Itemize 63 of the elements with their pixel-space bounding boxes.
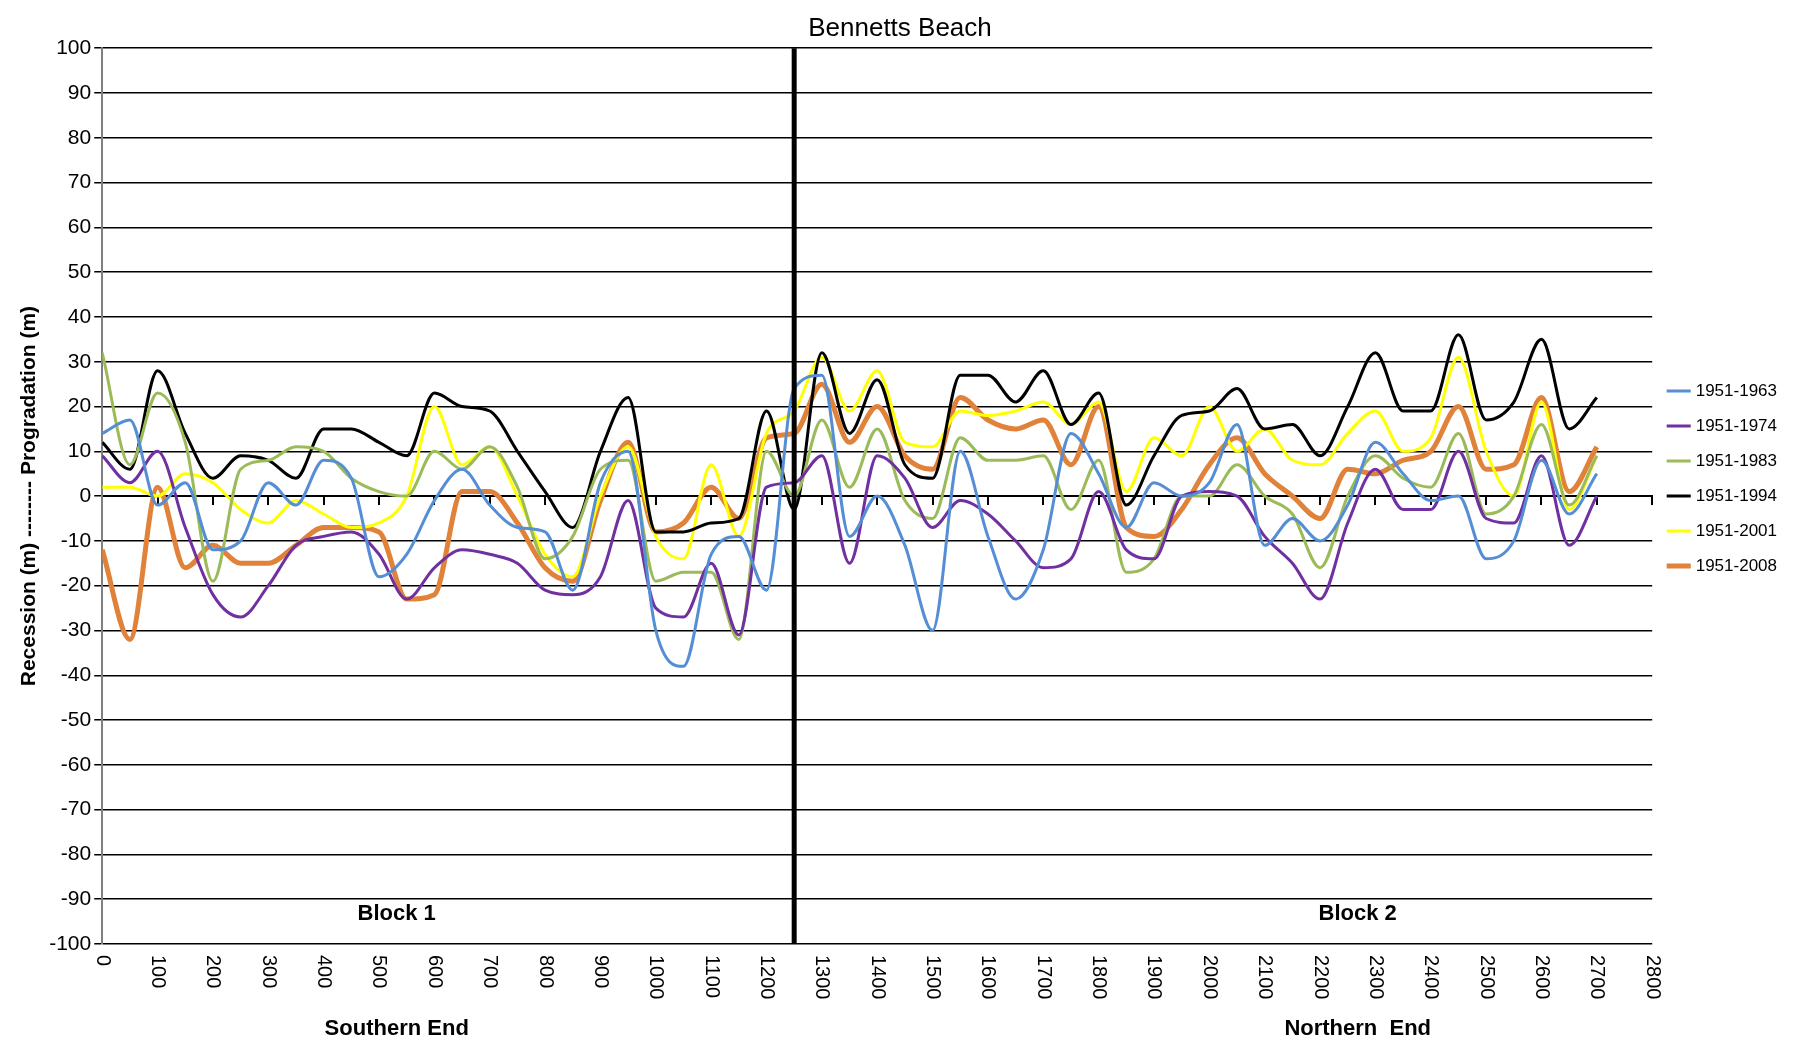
x-tick-label: 600 bbox=[424, 955, 447, 989]
legend-label: 1951-1974 bbox=[1695, 415, 1778, 435]
x-tick-label: 1400 bbox=[867, 955, 890, 1000]
x-tick-label: 1200 bbox=[756, 955, 779, 1000]
legend-label: 1951-2008 bbox=[1695, 555, 1778, 575]
y-tick-label: 60 bbox=[67, 214, 92, 238]
y-tick-label: 30 bbox=[67, 348, 92, 372]
x-tick-label: 2200 bbox=[1310, 955, 1333, 1000]
y-tick-label: -100 bbox=[49, 930, 92, 954]
x-tick-label: 1100 bbox=[701, 955, 724, 999]
x-tick-label: 0 bbox=[92, 955, 115, 967]
y-axis-title: Recession (m) -------- Progradation (m) bbox=[16, 305, 40, 687]
y-tick-label: -20 bbox=[60, 572, 92, 596]
x-tick-label: 200 bbox=[203, 955, 226, 989]
x-tick-label: 2300 bbox=[1365, 955, 1388, 1000]
x-tick-label: 100 bbox=[148, 955, 171, 989]
legend-label: 1951-1983 bbox=[1695, 450, 1778, 470]
x-tick-label: 2800 bbox=[1642, 955, 1665, 1000]
x-tick-label: 400 bbox=[314, 955, 337, 989]
text: Northern End bbox=[1284, 1015, 1432, 1041]
x-tick-label: 2700 bbox=[1587, 955, 1610, 1000]
y-tick-label: -40 bbox=[60, 662, 92, 686]
legend-label: 1951-2001 bbox=[1695, 520, 1778, 540]
y-tick-label: 10 bbox=[67, 438, 92, 462]
x-tick-label: 1800 bbox=[1089, 955, 1112, 1000]
y-tick-label: -50 bbox=[60, 706, 92, 730]
x-tick-label: 2400 bbox=[1421, 955, 1444, 1000]
x-tick-label: 2100 bbox=[1255, 955, 1278, 1000]
y-tick-label: 80 bbox=[67, 124, 92, 148]
line-series bbox=[102, 449, 1599, 637]
x-tick-label: 1000 bbox=[646, 955, 669, 1000]
x-tick-label: 1600 bbox=[978, 955, 1001, 1000]
x-tick-label: 700 bbox=[480, 955, 503, 989]
x-tick-label: 2000 bbox=[1199, 955, 1222, 1000]
x-tick-label: 2500 bbox=[1476, 955, 1499, 1000]
x-tick-label: 300 bbox=[258, 955, 281, 989]
legend-label: 1951-1994 bbox=[1695, 485, 1778, 505]
x-tick-label: 1900 bbox=[1144, 955, 1167, 1000]
y-tick-label: 0 bbox=[79, 482, 92, 506]
y-tick-label: 90 bbox=[67, 79, 92, 103]
y-tick-label: -30 bbox=[60, 617, 92, 641]
x-tick-label: 1300 bbox=[812, 955, 835, 1000]
y-tick-label: 40 bbox=[67, 303, 92, 327]
x-tick-label: 1700 bbox=[1033, 955, 1056, 1000]
y-tick-label: -60 bbox=[60, 751, 92, 775]
y-tick-label: 20 bbox=[67, 393, 92, 417]
annotation: Block 1 bbox=[357, 900, 436, 926]
y-tick-label: -90 bbox=[60, 886, 92, 910]
annotation: Block 2 bbox=[1318, 900, 1397, 926]
y-tick-label: -10 bbox=[60, 527, 92, 551]
y-tick-label: -70 bbox=[60, 796, 92, 820]
x-tick-label: 2600 bbox=[1531, 955, 1554, 1000]
x-tick-label: 800 bbox=[535, 955, 558, 989]
x-tick-label: 1500 bbox=[923, 955, 946, 1000]
legend-label: 1951-1963 bbox=[1695, 380, 1778, 400]
y-tick-label: 50 bbox=[67, 258, 92, 282]
x-tick-label: 900 bbox=[590, 955, 613, 989]
y-tick-label: -80 bbox=[60, 841, 92, 865]
chart-title: Bennetts Beach bbox=[808, 11, 992, 42]
y-tick-label: 100 bbox=[56, 35, 92, 58]
x-tick-label: 500 bbox=[369, 955, 392, 989]
y-tick-label: 70 bbox=[67, 169, 92, 193]
text: Southern End bbox=[324, 1015, 469, 1041]
